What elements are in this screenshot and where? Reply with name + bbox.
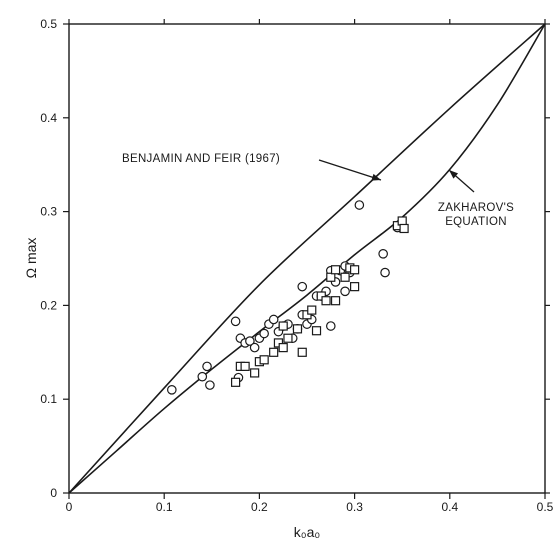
y-axis-label: Ω max bbox=[23, 238, 39, 279]
annotation-zakharov: EQUATION bbox=[445, 216, 507, 228]
circle-point bbox=[259, 328, 269, 339]
x-tick-label: 0.5 bbox=[537, 500, 554, 514]
circle-point bbox=[325, 321, 336, 331]
benjamin-feir-curve bbox=[68, 23, 546, 494]
square-point bbox=[330, 265, 341, 275]
annotation-arrow bbox=[318, 159, 382, 181]
square-point bbox=[259, 355, 269, 365]
x-tick-label: 0.1 bbox=[156, 500, 173, 514]
square-point bbox=[269, 347, 279, 357]
annotations: BENJAMIN AND FEIR (1967) ZAKHAROV'S EQUATI… bbox=[122, 153, 514, 228]
circle-point bbox=[354, 200, 365, 210]
square-point bbox=[302, 310, 312, 320]
arrow-head bbox=[449, 170, 459, 179]
square-point bbox=[326, 272, 336, 282]
square-point bbox=[283, 333, 293, 343]
circle-point bbox=[380, 267, 390, 278]
y-tick-label: 0 bbox=[50, 486, 57, 500]
square-point bbox=[316, 291, 326, 301]
square-point bbox=[321, 296, 331, 306]
plot-frame bbox=[68, 23, 546, 494]
circle-point bbox=[230, 316, 241, 327]
square-point bbox=[231, 377, 241, 387]
circle-point bbox=[297, 281, 308, 292]
y-tick-label: 0.4 bbox=[40, 111, 57, 125]
y-tick-label: 0.3 bbox=[40, 205, 57, 219]
square-point bbox=[350, 265, 360, 275]
square-point bbox=[250, 368, 260, 378]
square-point bbox=[330, 296, 341, 306]
x-tick-label: 0.2 bbox=[251, 500, 268, 514]
square-point bbox=[297, 347, 307, 357]
square-point bbox=[240, 361, 250, 371]
square-point bbox=[350, 282, 360, 292]
square-point bbox=[399, 223, 409, 234]
circle-point bbox=[378, 249, 388, 259]
square-point bbox=[278, 321, 288, 331]
circle-point bbox=[268, 314, 279, 325]
circle-point bbox=[340, 286, 350, 297]
arrow-head bbox=[371, 173, 381, 181]
y-tick-label: 0.5 bbox=[40, 17, 57, 31]
square-point bbox=[292, 324, 303, 334]
y-tick-label: 0.1 bbox=[40, 392, 57, 406]
annotation-zakharov: ZAKHAROV'S bbox=[438, 202, 514, 214]
circle-point bbox=[245, 336, 255, 346]
data-points bbox=[167, 200, 409, 395]
square-point bbox=[340, 272, 350, 282]
square-point bbox=[307, 305, 317, 315]
axis-ticks: 0 0.1 0.2 0.3 0.4 0.5 0 0.1 0.2 0.3 0.4 0.5 bbox=[40, 17, 553, 514]
x-axis-label: k₀a₀ bbox=[294, 524, 321, 540]
circle-point bbox=[205, 380, 215, 390]
circle-point bbox=[167, 385, 177, 395]
zakharov-curve bbox=[68, 23, 546, 494]
circle-point bbox=[202, 361, 212, 372]
circle-point bbox=[249, 342, 260, 353]
annotation-benjamin-feir: BENJAMIN AND FEIR (1967) bbox=[122, 153, 280, 165]
y-tick-label: 0.2 bbox=[40, 298, 57, 312]
square-point bbox=[311, 326, 322, 336]
x-tick-label: 0.4 bbox=[441, 500, 458, 514]
x-tick-label: 0.3 bbox=[346, 500, 363, 514]
square-point bbox=[278, 343, 288, 353]
circle-point bbox=[197, 371, 208, 382]
curves bbox=[68, 23, 546, 494]
square-point bbox=[397, 216, 407, 226]
square-point bbox=[273, 338, 284, 348]
x-tick-label: 0 bbox=[66, 500, 73, 514]
